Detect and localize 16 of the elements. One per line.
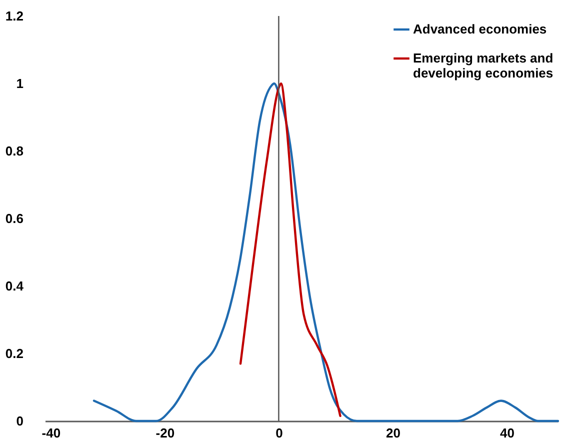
x-tick-label: 0: [276, 426, 283, 440]
legend-label: Emerging markets and developing economies: [413, 50, 554, 80]
line-series: [239, 82, 342, 418]
y-tick-label: 0.6: [5, 211, 24, 226]
x-tick-label: 40: [500, 426, 514, 440]
y-tick-label: 0.4: [5, 278, 24, 294]
legend-label: Advanced economies: [413, 22, 547, 36]
x-tick-label: 20: [386, 426, 400, 440]
y-tick-label: 0: [16, 414, 24, 428]
y-tick-label: 1.2: [5, 8, 24, 24]
x-tick-label: -20: [156, 426, 175, 440]
line-series: [92, 82, 560, 422]
y-tick-label: 0.8: [5, 144, 24, 158]
y-tick-label: 1: [16, 76, 24, 91]
y-tick-label: 0.2: [5, 346, 24, 361]
x-tick-label: -40: [42, 426, 61, 440]
